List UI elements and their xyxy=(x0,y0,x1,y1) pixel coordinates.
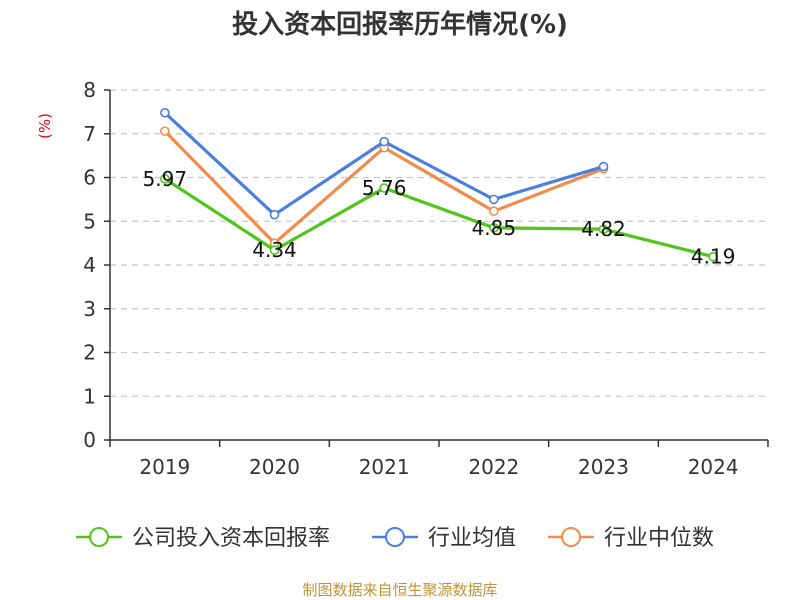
y-tick-label: 8 xyxy=(83,78,96,102)
data-point xyxy=(160,126,170,136)
data-point xyxy=(598,161,609,172)
y-tick-label: 5 xyxy=(83,209,96,233)
data-labels: 5.97 4.34 5.76 4.85 4.82 4.19 xyxy=(143,167,736,269)
x-tick-label: 2020 xyxy=(249,455,300,479)
legend-label: 公司投入资本回报率 xyxy=(132,526,330,551)
y-tick-label: 7 xyxy=(83,122,96,146)
legend-marker-icon xyxy=(89,527,109,547)
y-tick-label: 1 xyxy=(83,384,96,408)
data-point xyxy=(269,245,280,255)
data-label: 5.76 xyxy=(362,176,407,200)
data-point xyxy=(489,223,499,233)
x-tick-label: 2022 xyxy=(468,455,519,479)
y-tick-label: 6 xyxy=(83,166,96,190)
chart-title: 投入资本回报率历年情况(%) xyxy=(232,9,568,40)
data-point xyxy=(379,183,389,193)
data-label: 4.82 xyxy=(581,217,626,241)
y-tick-label: 2 xyxy=(83,341,96,365)
x-tick-label: 2023 xyxy=(578,455,629,479)
legend-item-2: 行业中位数 xyxy=(548,526,714,551)
x-tick-label: 2024 xyxy=(688,455,739,479)
data-point xyxy=(379,136,389,147)
series-line-0 xyxy=(163,177,715,259)
y-tick-label: 4 xyxy=(83,253,96,277)
legend-label: 行业中位数 xyxy=(604,526,714,551)
y-tick-label: 3 xyxy=(83,297,96,321)
y-tick-label: 0 xyxy=(83,428,96,452)
source-note: 制图数据来自恒生聚源数据库 xyxy=(302,581,497,599)
data-point xyxy=(598,224,609,234)
gridlines xyxy=(110,89,768,397)
data-point xyxy=(269,209,280,220)
data-point xyxy=(489,194,499,205)
y-axis-label: (%) xyxy=(36,113,54,139)
axes: 0 1 2 3 4 5 6 7 8 2019 2020 2021 2022 2023 2024 xyxy=(83,78,769,479)
data-point xyxy=(160,107,170,118)
x-tick-label: 2019 xyxy=(139,455,190,479)
x-tick-label: 2021 xyxy=(359,455,410,479)
data-point xyxy=(160,174,170,184)
legend-label: 行业均值 xyxy=(428,526,516,551)
data-label: 4.85 xyxy=(472,216,517,240)
data-point xyxy=(489,206,499,216)
data-point xyxy=(708,251,718,262)
legend-marker-icon xyxy=(561,527,581,547)
legend-marker-icon xyxy=(385,527,405,547)
data-label: 4.19 xyxy=(691,245,736,269)
series-lines xyxy=(160,107,718,262)
legend-item-0: 公司投入资本回报率 xyxy=(76,526,330,551)
data-label: 5.97 xyxy=(143,167,188,191)
legend-item-1: 行业均值 xyxy=(372,526,516,551)
legend: 公司投入资本回报率 行业均值 行业中位数 xyxy=(76,526,714,551)
data-label: 4.34 xyxy=(252,238,297,262)
